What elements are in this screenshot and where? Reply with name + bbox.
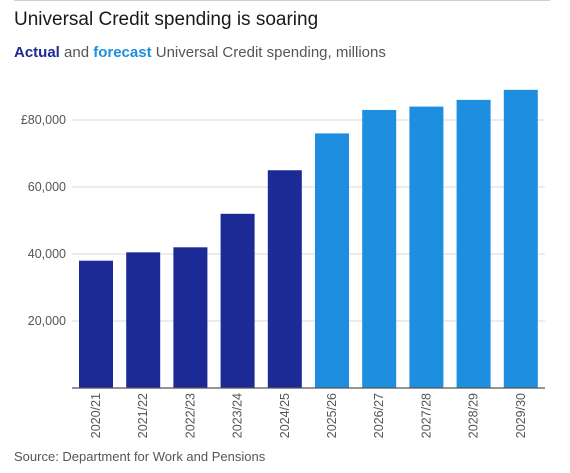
x-tick-label: 2025/26 bbox=[325, 393, 339, 438]
bar bbox=[503, 89, 538, 388]
y-tick-label: 60,000 bbox=[28, 180, 66, 194]
subtitle-and-text: and bbox=[59, 44, 94, 61]
y-tick-label: £80,000 bbox=[21, 113, 66, 127]
bar-chart: 20,000 40,000 60,000 £80,000 2020/21 2021/22 2… bbox=[21, 89, 545, 438]
bar bbox=[79, 260, 113, 388]
bar bbox=[362, 109, 397, 388]
y-tick-label: 20,000 bbox=[28, 314, 66, 328]
chart-title: Universal Credit spending is soaring bbox=[14, 9, 319, 30]
axes: 20,000 40,000 60,000 £80,000 2020/21 2021/22 2… bbox=[21, 113, 545, 438]
x-tick-label: 2022/23 bbox=[183, 393, 197, 438]
bar bbox=[220, 213, 255, 388]
subtitle-forecast-label: forecast bbox=[93, 44, 152, 61]
x-tick-label: 2023/24 bbox=[231, 393, 245, 438]
x-tick-label: 2026/27 bbox=[372, 393, 386, 438]
x-tick-label: 2024/25 bbox=[278, 393, 292, 438]
bars bbox=[79, 89, 538, 389]
chart-subtitle: Actual and forecast Universal Credit spe… bbox=[14, 44, 386, 61]
y-tick-label: 40,000 bbox=[28, 247, 66, 261]
x-tick-label: 2028/29 bbox=[467, 393, 481, 438]
x-tick-label: 2021/22 bbox=[136, 393, 150, 438]
top-rule bbox=[14, 0, 550, 1]
bar bbox=[409, 106, 444, 388]
x-tick-label: 2027/28 bbox=[419, 393, 433, 438]
x-tick-label: 2029/30 bbox=[514, 393, 528, 438]
bar bbox=[267, 170, 302, 388]
source-note: Source: Department for Work and Pensions bbox=[14, 449, 266, 464]
bar bbox=[456, 99, 491, 389]
x-tick-label: 2020/21 bbox=[89, 393, 103, 438]
bar bbox=[173, 247, 208, 388]
bar bbox=[126, 252, 161, 388]
subtitle-actual-label: Actual bbox=[14, 44, 60, 61]
bar bbox=[315, 133, 349, 388]
subtitle-rest-text: Universal Credit spending, millions bbox=[151, 44, 386, 61]
